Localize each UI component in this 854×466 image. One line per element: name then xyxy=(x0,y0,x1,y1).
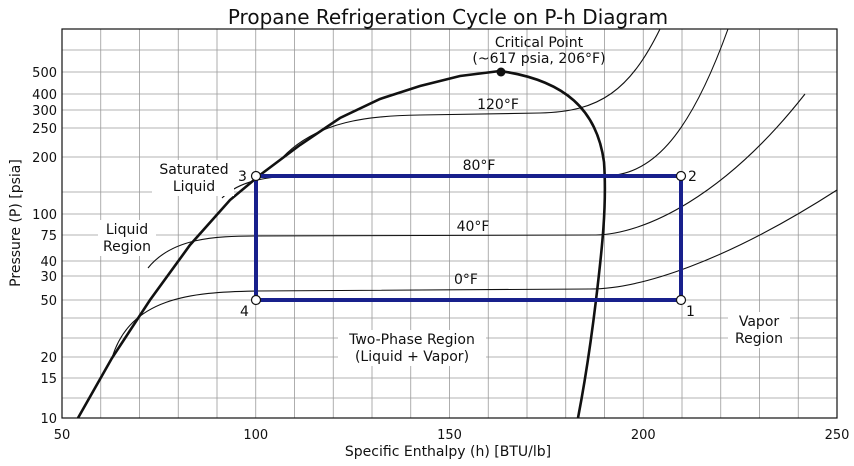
y-tick-label: 200 xyxy=(32,151,57,166)
state-point-1 xyxy=(675,294,687,306)
liquid-region-label-line1: Liquid xyxy=(106,222,148,238)
y-tick-label: 30 xyxy=(40,270,57,285)
isotherm-label-80f: 80°F xyxy=(463,158,496,174)
saturated-liquid-label-bg xyxy=(152,160,234,196)
state-label-2: 2 xyxy=(688,169,697,185)
vapor-region-label-line1: Vapor xyxy=(739,314,780,330)
y-tick-label: 20 xyxy=(40,351,57,366)
isotherm-label-0f: 0°F xyxy=(454,272,478,288)
state-label-4: 4 xyxy=(240,304,249,320)
isotherm-curve-1 xyxy=(147,93,806,269)
saturated-liquid-line xyxy=(76,69,501,419)
x-tick-label: 150 xyxy=(437,428,462,443)
y-tick-label: 300 xyxy=(32,104,57,119)
critical-point-marker xyxy=(496,67,506,77)
y-tick-label: 250 xyxy=(32,122,57,137)
x-tick-label: 200 xyxy=(631,428,656,443)
x-tick-label: 100 xyxy=(243,428,268,443)
two-phase-label-bg xyxy=(338,330,486,366)
y-tick-label: 100 xyxy=(32,208,57,223)
y-tick-label: 500 xyxy=(32,66,57,81)
saturated-vapor-line xyxy=(499,69,607,419)
refrigeration-cycle xyxy=(250,170,687,306)
isotherm-label-120f: 120°F xyxy=(477,97,519,113)
state-point-4 xyxy=(250,294,262,306)
vapor-region-label-line2: Region xyxy=(735,331,783,347)
y-tick-label: 40 xyxy=(40,255,57,270)
y-tick-label: 400 xyxy=(32,88,57,103)
isotherm-label-40f: 40°F xyxy=(457,219,490,235)
state-label-3: 3 xyxy=(238,169,247,185)
state-point-3 xyxy=(250,170,262,182)
y-tick-label: 50 xyxy=(40,294,57,309)
state-label-1: 1 xyxy=(686,304,695,320)
y-axis-label: Pressure (P) [psia] xyxy=(8,159,24,287)
critical-point-values: (~617 psia, 206°F) xyxy=(472,51,605,67)
vapor-region-label-bg xyxy=(728,312,790,348)
x-tick-label: 50 xyxy=(54,428,71,443)
plot-frame xyxy=(61,28,838,419)
grid xyxy=(62,29,837,419)
two-phase-label-line2: (Liquid + Vapor) xyxy=(355,349,469,365)
isotherm-curve-0 xyxy=(111,189,838,359)
critical-point-label: Critical Point xyxy=(495,35,584,51)
y-tick-label: 10 xyxy=(40,412,57,427)
liquid-region-label-bg xyxy=(98,220,156,256)
isotherm-curve-3 xyxy=(281,28,661,159)
chart-title: Propane Refrigeration Cycle on P-h Diagr… xyxy=(228,5,668,29)
saturated-liquid-label-line1: Saturated xyxy=(159,162,228,178)
two-phase-label-line1: Two-Phase Region xyxy=(348,332,475,348)
saturated-liquid-label-line2: Liquid xyxy=(173,179,215,195)
liquid-region-label-line2: Region xyxy=(103,239,151,255)
x-tick-label: 250 xyxy=(825,428,850,443)
y-tick-label: 15 xyxy=(40,372,57,387)
y-tick-label: 75 xyxy=(40,229,57,244)
state-point-2 xyxy=(675,170,687,182)
x-axis-label: Specific Enthalpy (h) [BTU/lb] xyxy=(345,444,551,460)
